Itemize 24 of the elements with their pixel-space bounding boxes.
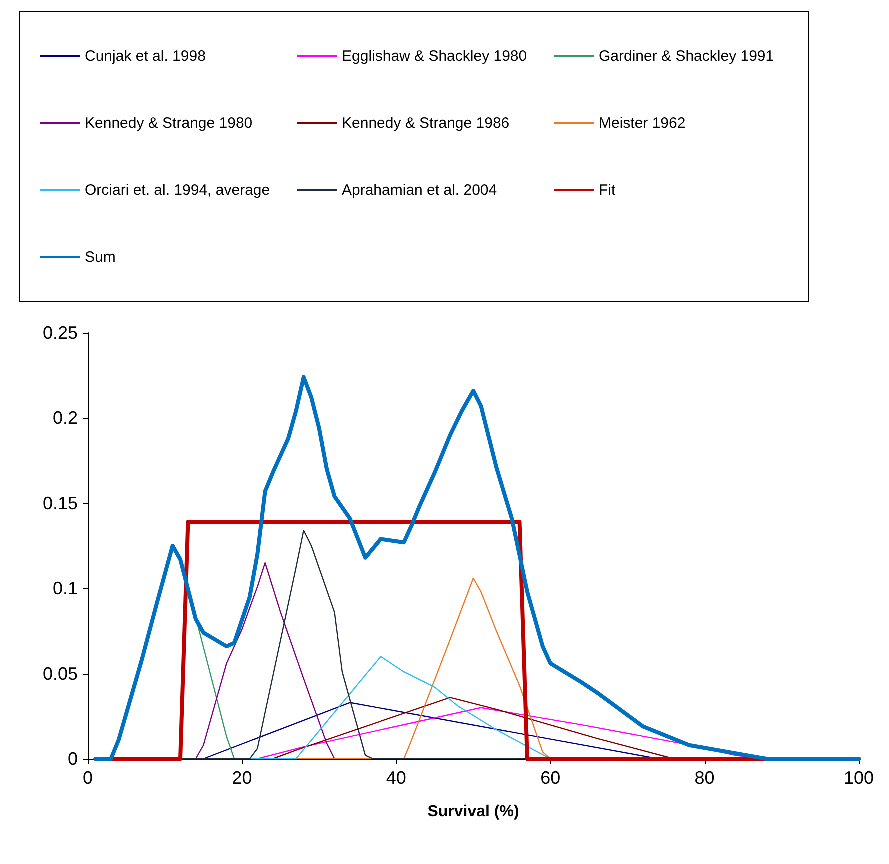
legend-label: Sum: [85, 249, 116, 266]
x-tick-label: 20: [232, 768, 252, 788]
legend-label: Cunjak et al. 1998: [85, 48, 206, 65]
y-tick-label: 0.1: [52, 578, 78, 599]
y-tick-label: 0: [68, 749, 78, 769]
legend-label: Meister 1962: [599, 115, 686, 132]
y-tick-label: 0.25: [42, 323, 78, 343]
legend-label: Gardiner & Shackley 1991: [599, 48, 774, 65]
x-tick-label: 60: [540, 768, 561, 788]
x-tick-label: 0: [82, 768, 94, 788]
x-tick-label: 40: [386, 768, 406, 788]
y-tick-label: 0.15: [42, 493, 78, 514]
y-tick-label: 0.05: [42, 664, 78, 684]
legend-label: Fit: [599, 182, 616, 199]
legend-label: Kennedy & Strange 1980: [85, 115, 253, 132]
y-tick-label: 0.2: [52, 408, 78, 428]
x-axis-title: Survival (%): [428, 804, 520, 820]
x-tick-label: 100: [844, 768, 874, 788]
legend-label: Egglishaw & Shackley 1980: [342, 48, 528, 65]
legend-label: Aprahamian et al. 2004: [342, 182, 498, 199]
x-tick-label: 80: [694, 768, 715, 788]
legend-label: Orciari et. al. 1994, average: [85, 182, 270, 199]
line-series: [94, 375, 861, 761]
legend-label: Kennedy & Strange 1986: [342, 115, 510, 132]
